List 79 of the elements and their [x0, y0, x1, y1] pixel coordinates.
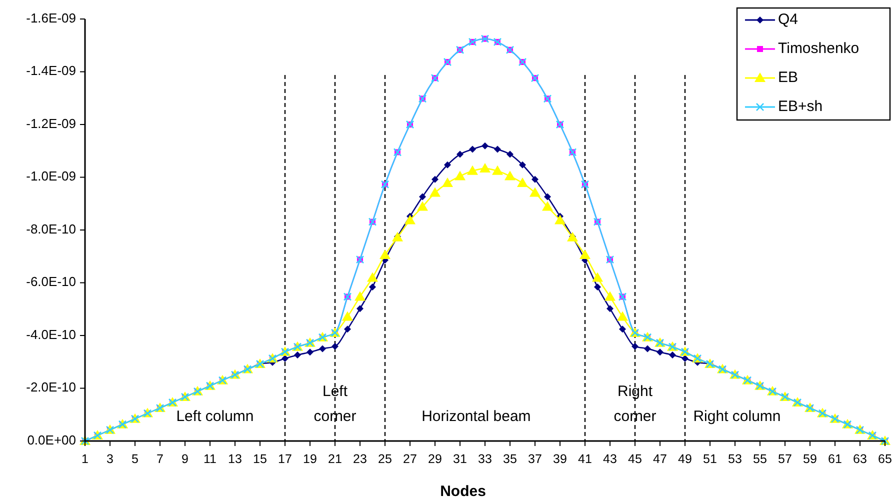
x-tick-label: 59: [803, 452, 817, 466]
x-tick-label: 15: [253, 452, 267, 466]
annotation: Right column: [693, 408, 781, 425]
point: [444, 161, 451, 168]
point: [669, 352, 676, 359]
x-tick-label: 39: [553, 452, 567, 466]
point: [344, 326, 351, 333]
y-tick-label: -6.0E-10: [26, 274, 76, 290]
y-tick-label: -1.6E-09: [26, 10, 76, 26]
point: [282, 354, 288, 362]
point: [369, 283, 376, 290]
point: [456, 150, 464, 158]
point: [506, 150, 514, 158]
x-tick-label: 11: [204, 452, 217, 466]
y-tick-label: -1.2E-09: [26, 116, 76, 131]
x-tick-label: 5: [132, 452, 139, 466]
x-tick-label: 43: [603, 452, 617, 466]
x-tick-label: 51: [703, 452, 717, 466]
x-tick-label: 49: [678, 452, 692, 466]
point: [306, 348, 314, 356]
point: [319, 345, 326, 352]
x-tick-label: 7: [156, 452, 164, 466]
y-tick-label: -8.0E-10: [26, 221, 76, 236]
x-tick-label: 55: [753, 452, 767, 466]
x-tick-label: 65: [878, 452, 892, 466]
x-tick-label: 21: [328, 452, 342, 466]
x-tick-label: 41: [578, 452, 592, 466]
x-tick-label: 47: [653, 452, 667, 466]
annotation: Left column: [176, 408, 254, 425]
annotation: Horizontal beam: [422, 408, 531, 425]
legend-label: Timoshenko: [778, 40, 860, 57]
y-tick-label: 0.0E+00: [27, 432, 76, 448]
x-axis-title: Nodes: [440, 483, 486, 500]
point: [632, 342, 638, 350]
x-tick-label: 1: [82, 452, 89, 466]
x-tick-label: 31: [453, 452, 467, 466]
point: [519, 161, 526, 168]
legend-label: Q4: [778, 10, 798, 28]
point: [644, 345, 651, 352]
point: [432, 176, 438, 183]
x-tick-label: 53: [728, 452, 742, 466]
point: [469, 146, 476, 153]
point: [419, 193, 426, 200]
point: [332, 342, 338, 350]
x-tick-label: 29: [428, 452, 442, 466]
x-tick-label: 23: [353, 452, 367, 466]
x-tick-label: 13: [228, 452, 242, 466]
x-tick-label: 25: [378, 452, 392, 466]
x-tick-label: 37: [528, 452, 542, 466]
x-tick-label: 27: [403, 452, 417, 466]
x-tick-label: 9: [182, 452, 189, 466]
point: [544, 193, 551, 200]
point: [594, 283, 601, 290]
point: [494, 146, 501, 153]
x-tick-label: 45: [628, 452, 642, 466]
point: [619, 326, 626, 333]
point: [532, 176, 538, 183]
x-tick-label: 33: [478, 452, 492, 466]
x-tick-label: 57: [778, 452, 792, 466]
y-tick-label: -1.4E-09: [26, 63, 76, 78]
point: [606, 305, 614, 312]
point: [356, 305, 364, 312]
y-tick-label: -4.0E-10: [26, 326, 76, 342]
y-tick-label: -2.0E-10: [26, 380, 76, 395]
legend-label: EB+sh: [778, 98, 823, 115]
x-tick-label: 3: [106, 452, 114, 466]
point: [482, 142, 488, 150]
x-tick-label: 63: [853, 452, 867, 466]
x-tick-label: 17: [278, 452, 292, 466]
point: [294, 352, 301, 359]
x-tick-label: 35: [503, 452, 517, 466]
x-tick-label: 19: [303, 452, 317, 466]
legend-label: EB: [778, 68, 798, 86]
annotation: Right corner: [614, 382, 656, 425]
annotation: Left corner: [314, 382, 356, 425]
y-tick-label: -1.0E-09: [26, 168, 76, 184]
point: [682, 354, 688, 362]
point: [656, 348, 664, 356]
x-tick-label: 61: [828, 452, 842, 466]
